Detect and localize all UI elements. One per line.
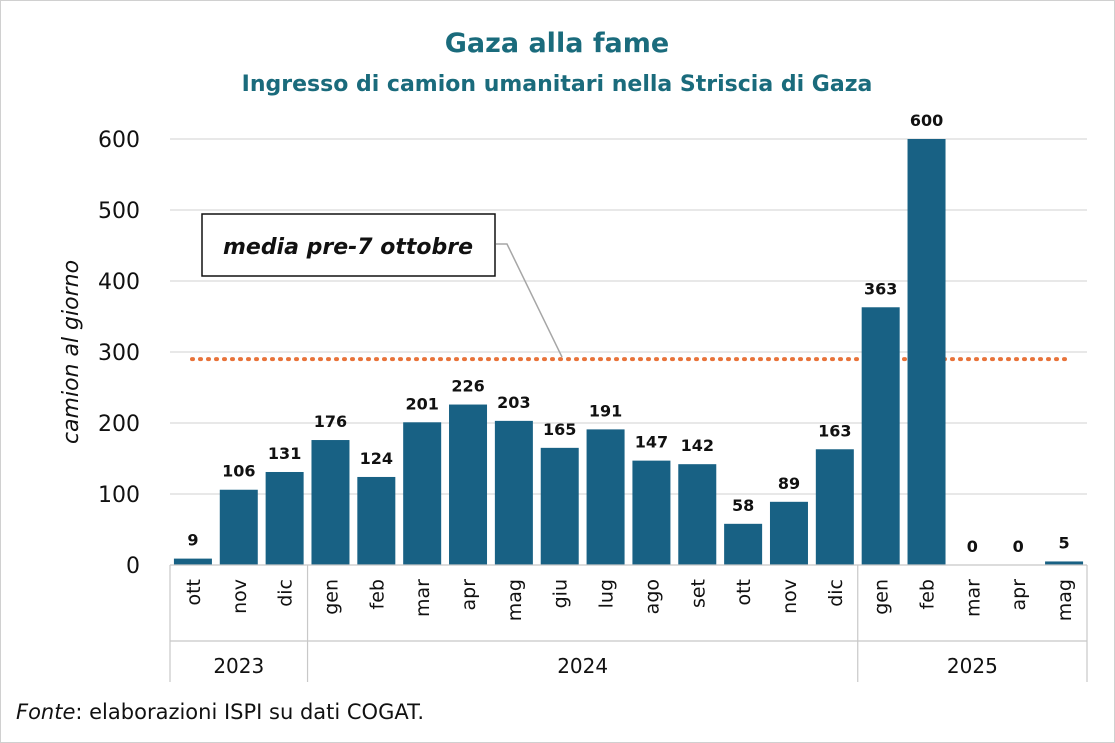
y-tick-label: 200: [98, 412, 140, 437]
x-tick-label: feb: [366, 579, 388, 609]
bar: [724, 523, 763, 565]
x-tick-label: mag: [504, 579, 526, 621]
bar: [219, 489, 258, 565]
data-label: 191: [589, 401, 622, 420]
source-text: : elaborazioni ISPI su dati COGAT.: [75, 700, 425, 724]
bar: [540, 447, 579, 565]
x-tick-label: mar: [412, 579, 434, 617]
bar: [815, 449, 854, 565]
data-label: 363: [864, 279, 897, 298]
y-tick-label: 500: [98, 199, 140, 224]
bar: [403, 422, 442, 565]
bar: [1045, 561, 1084, 565]
data-label: 147: [635, 433, 668, 452]
annotation-box: [201, 213, 496, 277]
x-tick-label: feb: [917, 579, 939, 609]
data-label: 142: [681, 436, 714, 455]
year-label: 2024: [557, 654, 608, 678]
x-tick-label: dic: [825, 579, 847, 607]
year-label: 2025: [947, 654, 998, 678]
bar: [265, 471, 304, 565]
y-axis-label: camion al giorno: [59, 260, 84, 444]
bar: [357, 476, 396, 565]
y-tick-label: 300: [98, 341, 140, 366]
x-tick-label: gen: [871, 579, 893, 615]
x-tick-label: apr: [1008, 579, 1030, 611]
y-axis-ticks: 0 100 200 300 400 500 600: [98, 128, 140, 579]
data-label: 89: [778, 474, 800, 493]
data-label: 201: [405, 394, 438, 413]
x-tick-label: mag: [1054, 579, 1076, 621]
data-label: 176: [314, 412, 347, 431]
data-label: 226: [451, 377, 484, 396]
data-labels: 9 106 131 176 124 201 226 203 165 191 147 142 58 89 16…: [187, 111, 1069, 556]
data-label: 165: [543, 420, 576, 439]
source-prefix: Fonte: [16, 700, 76, 724]
reference-line-group: [190, 243, 1072, 362]
bar: [632, 460, 671, 565]
y-tick-label: 600: [98, 128, 140, 153]
data-label: 5: [1059, 533, 1070, 552]
data-label: 600: [910, 111, 943, 130]
bar: [678, 464, 717, 565]
data-label: 124: [360, 449, 393, 468]
x-tick-label: ago: [641, 579, 663, 614]
bar: [907, 139, 946, 565]
x-tick-label: ott: [183, 579, 205, 606]
grid-lines: [170, 138, 1087, 495]
x-tick-label: giu: [550, 579, 572, 608]
annotation-leader: [496, 243, 563, 358]
bar: [311, 440, 350, 565]
x-tick-label: nov: [779, 579, 801, 614]
data-label: 131: [268, 444, 301, 463]
bar: [861, 307, 900, 565]
bar: [769, 501, 808, 565]
data-label: 106: [222, 462, 255, 481]
annotation-text: media pre-7 ottobre: [223, 235, 473, 260]
y-tick-label: 0: [126, 554, 140, 579]
source-note: Fonte: elaborazioni ISPI su dati COGAT.: [16, 700, 424, 724]
x-tick-label: nov: [229, 579, 251, 614]
bar: [449, 404, 488, 565]
x-tick-label: set: [687, 579, 709, 608]
bar: [173, 558, 212, 565]
chart-subtitle: Ingresso di camion umanitari nella Stris…: [242, 72, 873, 97]
data-label: 203: [497, 393, 530, 412]
data-label: 0: [967, 537, 978, 556]
data-label: 0: [1013, 537, 1024, 556]
data-label: 9: [187, 531, 198, 550]
bars: [173, 139, 1084, 565]
bar: [586, 429, 625, 565]
x-tick-label: gen: [320, 579, 342, 615]
year-label: 2023: [213, 654, 264, 678]
reference-annotation: media pre-7 ottobre: [201, 213, 496, 277]
x-tick-label: lug: [596, 579, 618, 608]
bar: [494, 420, 533, 565]
data-label: 58: [732, 496, 754, 515]
chart-title: Gaza alla fame: [445, 28, 669, 59]
data-label: 163: [818, 421, 851, 440]
x-tick-label: dic: [275, 579, 297, 607]
x-tick-label: apr: [458, 579, 480, 611]
y-tick-label: 400: [98, 270, 140, 295]
x-tick-label: mar: [962, 579, 984, 617]
x-axis: ott nov dic gen feb mar apr mag giu lug ago set ott n…: [169, 564, 1088, 682]
y-tick-label: 100: [98, 483, 140, 508]
x-tick-label: ott: [733, 579, 755, 606]
